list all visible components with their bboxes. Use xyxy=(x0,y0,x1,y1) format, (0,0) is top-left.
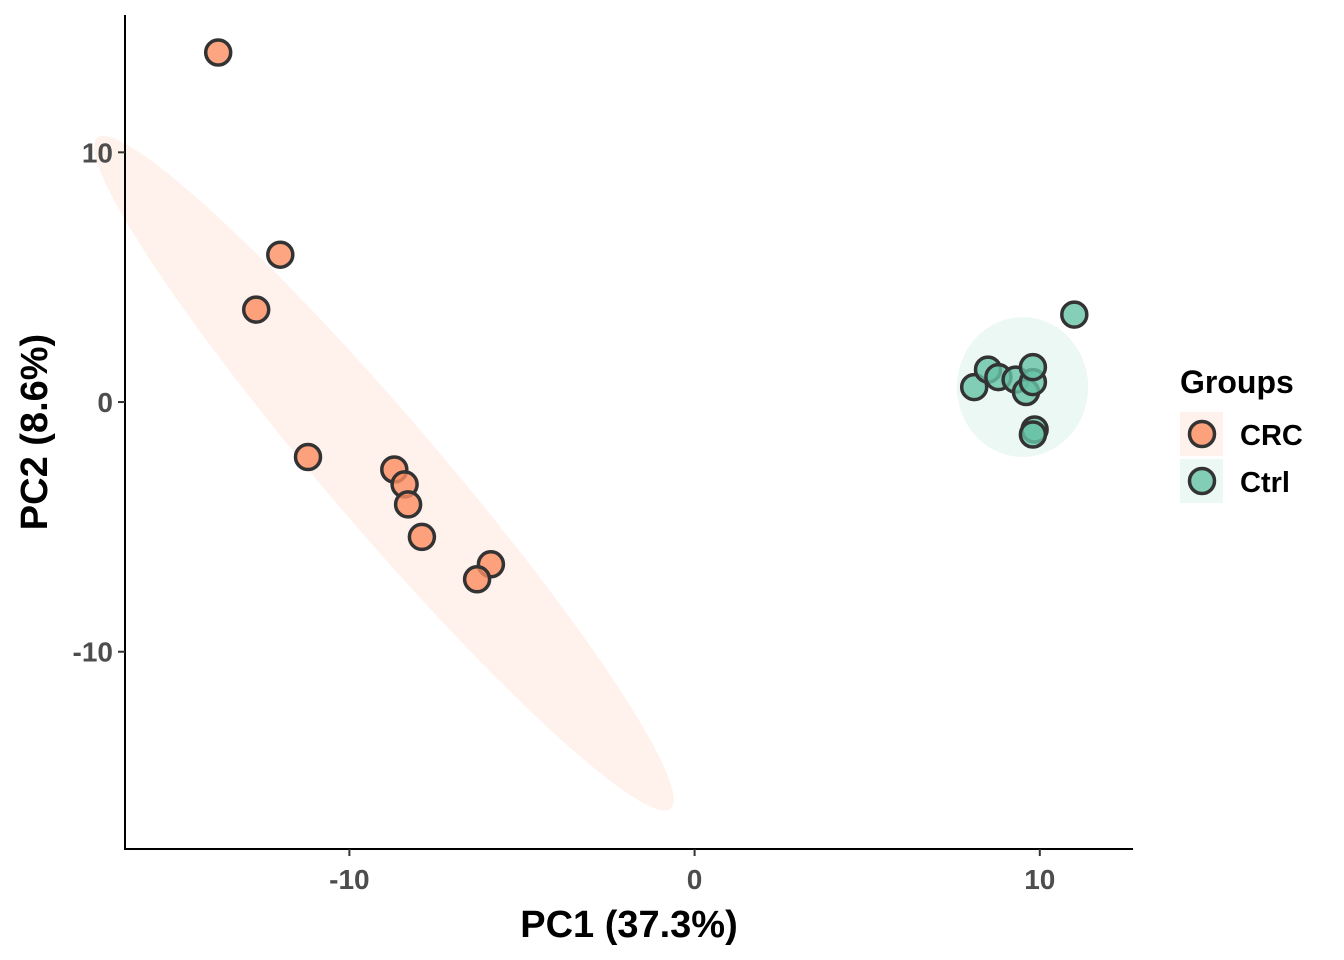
y-tick-label: 0 xyxy=(97,387,113,418)
data-points xyxy=(203,38,1089,594)
point-crc xyxy=(241,295,271,324)
legend: Groups CRC Ctrl xyxy=(1180,364,1303,503)
x-tick-label: 10 xyxy=(1024,864,1055,895)
point-ctrl xyxy=(1018,352,1048,382)
y-axis-title: PC2 (8.6%) xyxy=(14,334,56,530)
legend-key-crc xyxy=(1187,419,1217,449)
x-tick-label: 0 xyxy=(687,864,703,895)
point-crc xyxy=(407,522,437,552)
x-tick-label: -10 xyxy=(329,864,369,895)
point-ctrl xyxy=(1060,300,1089,329)
y-tick-label: 10 xyxy=(82,137,113,168)
legend-items: CRC Ctrl xyxy=(1180,412,1303,503)
x-axis-ticks: -10 0 10 xyxy=(329,849,1055,895)
legend-label-crc: CRC xyxy=(1240,420,1303,452)
y-axis-ticks: -10 0 10 xyxy=(73,137,125,668)
legend-key-ctrl xyxy=(1187,466,1217,496)
y-tick-label: -10 xyxy=(73,637,113,668)
x-axis-title: PC1 (37.3%) xyxy=(520,904,738,946)
point-crc xyxy=(203,38,233,67)
point-ctrl xyxy=(1018,420,1048,449)
legend-label-ctrl: Ctrl xyxy=(1240,467,1290,499)
legend-title: Groups xyxy=(1180,364,1294,400)
point-crc xyxy=(293,442,323,472)
point-crc xyxy=(462,565,492,594)
confidence-ellipses xyxy=(94,136,1089,811)
point-crc xyxy=(393,490,423,519)
point-crc xyxy=(266,240,295,269)
